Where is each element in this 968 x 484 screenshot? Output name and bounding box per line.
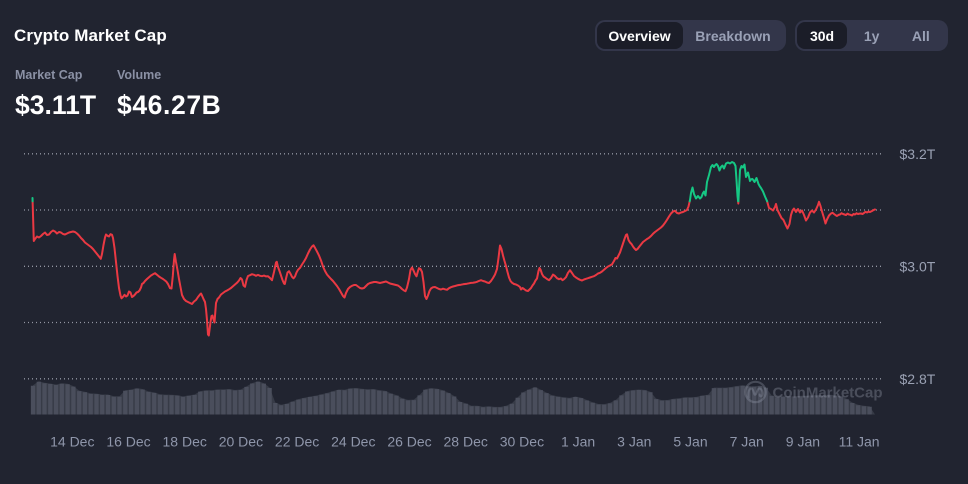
svg-text:28 Dec: 28 Dec bbox=[444, 434, 488, 450]
svg-text:22 Dec: 22 Dec bbox=[275, 434, 319, 450]
svg-text:1 Jan: 1 Jan bbox=[561, 434, 595, 450]
svg-text:7 Jan: 7 Jan bbox=[730, 434, 764, 450]
svg-text:26 Dec: 26 Dec bbox=[387, 434, 431, 450]
svg-text:$3.2T: $3.2T bbox=[900, 146, 936, 162]
svg-text:$2.8T: $2.8T bbox=[900, 371, 936, 387]
svg-text:20 Dec: 20 Dec bbox=[219, 434, 263, 450]
svg-text:CoinMarketCap: CoinMarketCap bbox=[773, 385, 883, 402]
svg-text:9 Jan: 9 Jan bbox=[786, 434, 820, 450]
svg-text:24 Dec: 24 Dec bbox=[331, 434, 375, 450]
svg-text:5 Jan: 5 Jan bbox=[673, 434, 707, 450]
svg-text:14 Dec: 14 Dec bbox=[50, 434, 94, 450]
svg-text:30 Dec: 30 Dec bbox=[500, 434, 544, 450]
svg-text:11 Jan: 11 Jan bbox=[839, 434, 880, 450]
svg-text:3 Jan: 3 Jan bbox=[617, 434, 651, 450]
svg-text:16 Dec: 16 Dec bbox=[106, 434, 150, 450]
svg-text:18 Dec: 18 Dec bbox=[163, 434, 207, 450]
svg-text:$3.0T: $3.0T bbox=[900, 258, 936, 274]
